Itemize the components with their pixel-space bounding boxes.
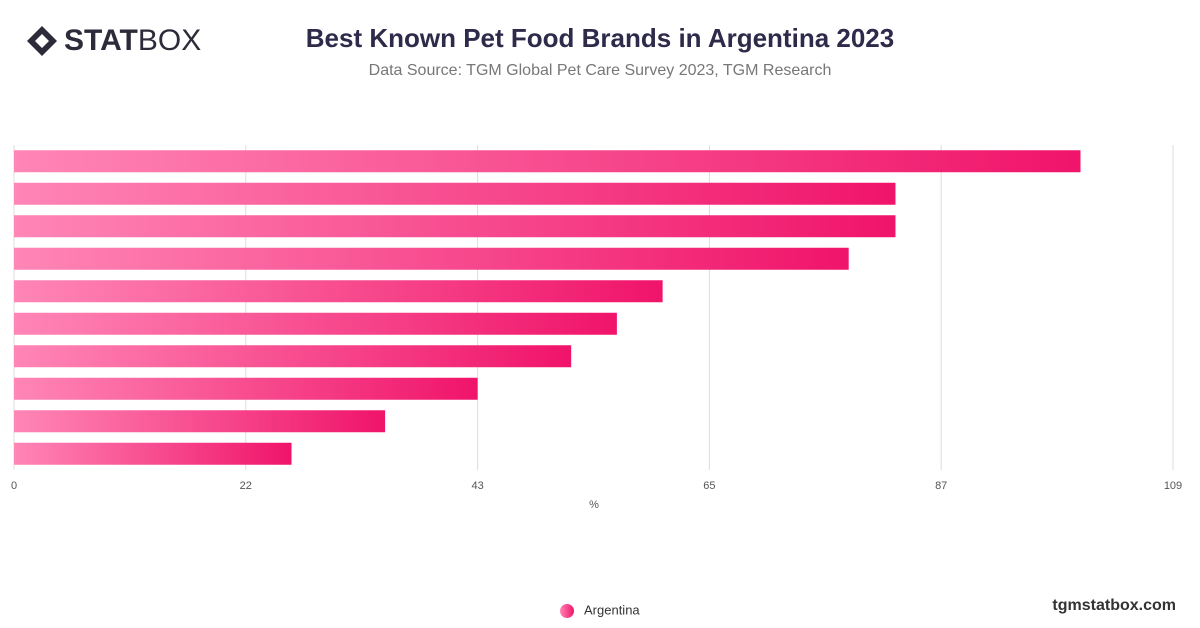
x-axis-label: %: [589, 499, 599, 511]
bar: [14, 442, 292, 465]
x-tick-label: 0: [11, 480, 17, 492]
x-tick-label: 65: [703, 480, 715, 492]
logo-icon: [27, 26, 57, 56]
x-tick-label: 22: [240, 480, 252, 492]
x-tick-label: 109: [1164, 480, 1182, 492]
bar: [14, 280, 663, 303]
bar: [14, 410, 386, 433]
site-watermark: tgmstatbox.com: [1052, 597, 1176, 614]
chart-subtitle: Data Source: TGM Global Pet Care Survey …: [369, 62, 832, 79]
bar: [14, 377, 478, 400]
bar: [14, 247, 849, 270]
logo-bold-text: STAT: [64, 24, 138, 57]
bar: [14, 150, 1081, 173]
chart-title: Best Known Pet Food Brands in Argentina …: [306, 23, 894, 53]
bar: [14, 215, 896, 238]
x-tick-label: 43: [471, 480, 483, 492]
logo-bold: STATBOX: [64, 24, 201, 57]
x-tick-label: 87: [935, 480, 947, 492]
legend-marker: [560, 604, 574, 618]
bar: [14, 345, 572, 368]
logo: STATBOX: [27, 24, 201, 57]
plot: 0 22 43 65 87 109 Argentina: [11, 145, 1182, 618]
bar: [14, 312, 617, 335]
legend-label: Argentina: [584, 602, 640, 617]
logo-light-text: BOX: [138, 24, 201, 57]
bar: [14, 182, 896, 205]
